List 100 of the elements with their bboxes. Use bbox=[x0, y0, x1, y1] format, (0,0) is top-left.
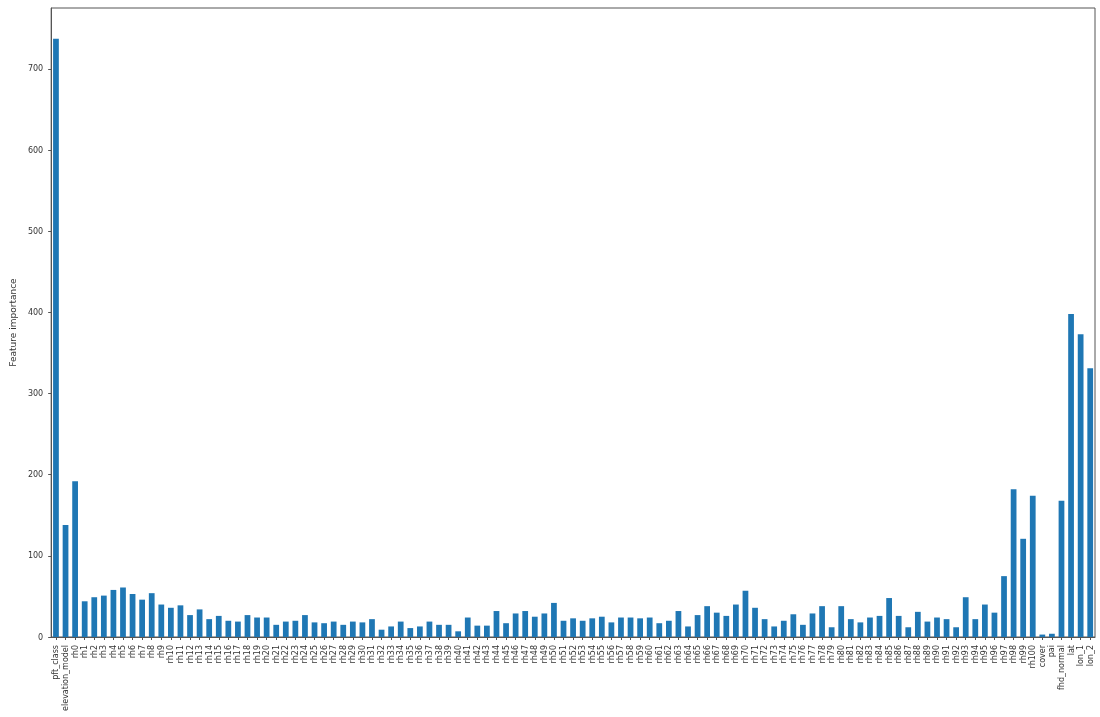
bar bbox=[100, 595, 107, 637]
bar bbox=[474, 625, 481, 637]
x-tick-label: rh98 bbox=[1009, 645, 1019, 664]
bar bbox=[168, 607, 174, 637]
x-tick-label: rh25 bbox=[310, 645, 320, 664]
x-tick-label: rh26 bbox=[319, 645, 329, 664]
bar bbox=[464, 617, 471, 637]
bar bbox=[531, 616, 538, 637]
x-tick-label: rh80 bbox=[836, 645, 846, 664]
bar bbox=[235, 621, 241, 637]
x-tick-label: rh59 bbox=[635, 645, 645, 664]
bar bbox=[263, 617, 270, 637]
x-tick-label: rh53 bbox=[578, 645, 588, 664]
bar bbox=[436, 624, 442, 637]
x-tick-label: rh91 bbox=[942, 645, 952, 664]
x-tick-label: rh64 bbox=[683, 645, 693, 664]
x-tick-label: rh2 bbox=[89, 645, 99, 659]
x-tick-label: rh40 bbox=[453, 645, 463, 664]
y-tick-label: 0 bbox=[38, 632, 44, 642]
x-tick-label: rh85 bbox=[884, 645, 894, 664]
bar bbox=[541, 613, 548, 637]
x-tick-label: rh54 bbox=[587, 645, 597, 664]
bar bbox=[905, 627, 912, 637]
bar bbox=[158, 604, 165, 637]
x-tick-label: rh51 bbox=[559, 645, 569, 664]
x-tick-label: rh35 bbox=[405, 645, 415, 664]
x-tick-label: rh90 bbox=[932, 645, 942, 664]
bar bbox=[723, 615, 730, 637]
x-tick-label: rh70 bbox=[740, 645, 750, 664]
x-tick-label: rh81 bbox=[846, 645, 856, 664]
bar bbox=[982, 604, 988, 637]
bar bbox=[388, 626, 395, 637]
bar bbox=[962, 597, 969, 637]
bar bbox=[321, 623, 327, 637]
x-tick-label: rh68 bbox=[721, 645, 731, 664]
bar bbox=[416, 626, 423, 637]
bar bbox=[780, 620, 787, 637]
x-tick-label: rh100 bbox=[1028, 645, 1038, 669]
bar bbox=[397, 621, 404, 637]
x-tick-label: rh79 bbox=[827, 645, 837, 664]
bar bbox=[1068, 313, 1074, 637]
bar bbox=[522, 611, 529, 637]
bar bbox=[618, 617, 624, 637]
x-tick-label: rh39 bbox=[444, 645, 454, 664]
x-tick-label: rh62 bbox=[664, 645, 674, 664]
bar bbox=[646, 617, 653, 637]
bar bbox=[972, 619, 979, 637]
bar bbox=[282, 621, 289, 637]
x-tick-label: rh23 bbox=[290, 645, 300, 664]
bar bbox=[704, 606, 711, 637]
x-tick-label: rh19 bbox=[252, 645, 262, 664]
bar bbox=[225, 620, 232, 637]
x-tick-label: rh21 bbox=[271, 645, 281, 664]
bar bbox=[369, 619, 375, 637]
x-tick-label: rh41 bbox=[463, 645, 473, 664]
bar bbox=[148, 593, 155, 637]
x-tick-label: rh11 bbox=[175, 645, 185, 664]
bar bbox=[72, 481, 78, 637]
bar bbox=[81, 601, 88, 637]
x-tick-label: rh83 bbox=[865, 645, 875, 664]
bar bbox=[1020, 538, 1027, 637]
x-tick-label: fhd_normal bbox=[1056, 645, 1066, 690]
x-tick-label: rh67 bbox=[712, 645, 722, 664]
x-tick-label: rh78 bbox=[817, 645, 827, 664]
x-tick-label: rh95 bbox=[980, 645, 990, 664]
x-tick-label: rh94 bbox=[970, 645, 980, 664]
bar bbox=[895, 615, 902, 637]
bar bbox=[349, 621, 356, 637]
x-tick-label: rh61 bbox=[654, 645, 664, 664]
x-tick-label: rh48 bbox=[530, 645, 540, 664]
x-tick-label: rh20 bbox=[262, 645, 272, 664]
x-tick-label: rh5 bbox=[118, 645, 128, 659]
x-tick-label: rh22 bbox=[281, 645, 291, 664]
x-tick-label: rh73 bbox=[769, 645, 779, 664]
x-tick-label: rh44 bbox=[491, 645, 501, 664]
x-tick-label: rh17 bbox=[233, 645, 243, 664]
bar bbox=[800, 624, 806, 637]
y-tick-label: 600 bbox=[27, 145, 44, 155]
x-tick-label: rh47 bbox=[520, 645, 530, 664]
x-tick-label: rh16 bbox=[223, 645, 233, 664]
y-tick-label: 400 bbox=[27, 307, 44, 317]
bar bbox=[484, 625, 490, 637]
x-tick-label: rh50 bbox=[549, 645, 559, 664]
x-tick-label: rh56 bbox=[606, 645, 616, 664]
x-tick-label: rh88 bbox=[913, 645, 923, 664]
x-tick-label: rh6 bbox=[128, 645, 138, 659]
bar bbox=[1001, 576, 1007, 637]
bar bbox=[847, 619, 854, 637]
bar bbox=[656, 623, 663, 637]
bar bbox=[139, 599, 146, 637]
x-tick-label: pft_class bbox=[51, 645, 61, 680]
x-tick-label: rh37 bbox=[424, 645, 434, 664]
bar bbox=[273, 624, 280, 637]
x-tick-label: pai bbox=[1047, 645, 1057, 658]
x-tick-label: rh36 bbox=[415, 645, 425, 664]
x-tick-label: rh87 bbox=[903, 645, 913, 664]
x-tick-label: cover bbox=[1037, 644, 1047, 668]
x-tick-label: rh18 bbox=[242, 645, 252, 664]
bar bbox=[551, 602, 557, 637]
x-tick-label: rh60 bbox=[645, 645, 655, 664]
